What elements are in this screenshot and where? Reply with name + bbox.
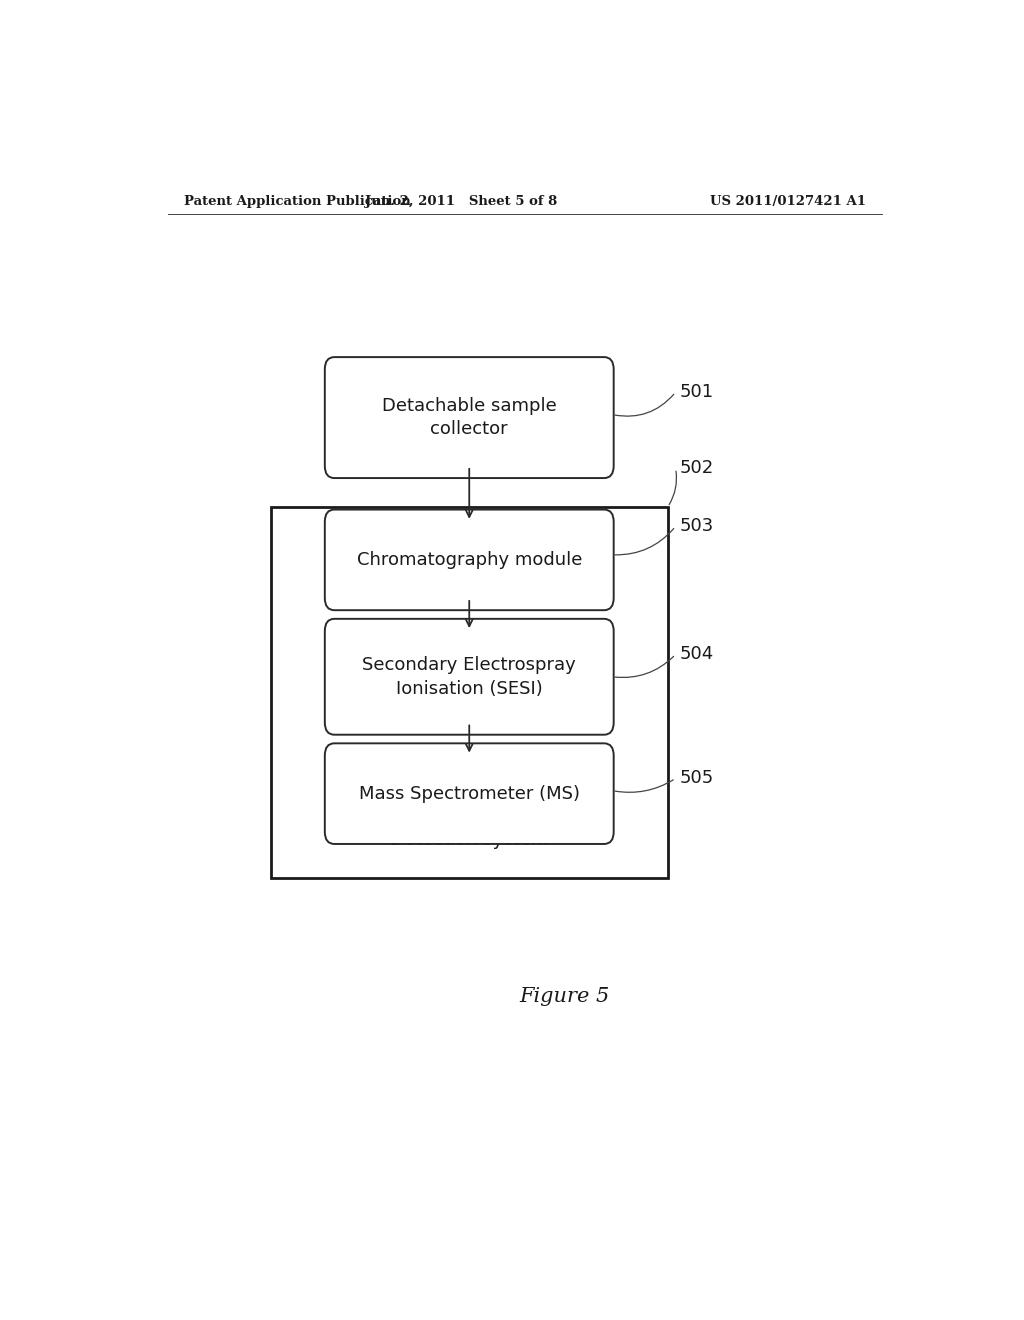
Text: Detachable sample
collector: Detachable sample collector: [382, 397, 557, 438]
Text: 505: 505: [680, 770, 714, 788]
Text: 504: 504: [680, 645, 714, 664]
Text: Mass Spectrometer (MS): Mass Spectrometer (MS): [358, 784, 580, 803]
Text: US 2011/0127421 A1: US 2011/0127421 A1: [710, 194, 866, 207]
FancyBboxPatch shape: [325, 358, 613, 478]
Text: Chromatography module: Chromatography module: [356, 550, 582, 569]
Text: Patent Application Publication: Patent Application Publication: [183, 194, 411, 207]
Text: Detection system: Detection system: [390, 832, 549, 849]
Text: 503: 503: [680, 517, 714, 536]
Text: 502: 502: [680, 459, 714, 478]
FancyBboxPatch shape: [325, 619, 613, 735]
Bar: [270, 507, 668, 878]
Text: Figure 5: Figure 5: [519, 987, 609, 1006]
Text: Jun. 2, 2011   Sheet 5 of 8: Jun. 2, 2011 Sheet 5 of 8: [366, 194, 557, 207]
Text: Secondary Electrospray
Ionisation (SESI): Secondary Electrospray Ionisation (SESI): [362, 656, 577, 697]
FancyBboxPatch shape: [325, 743, 613, 843]
Text: 501: 501: [680, 383, 714, 401]
FancyBboxPatch shape: [325, 510, 613, 610]
